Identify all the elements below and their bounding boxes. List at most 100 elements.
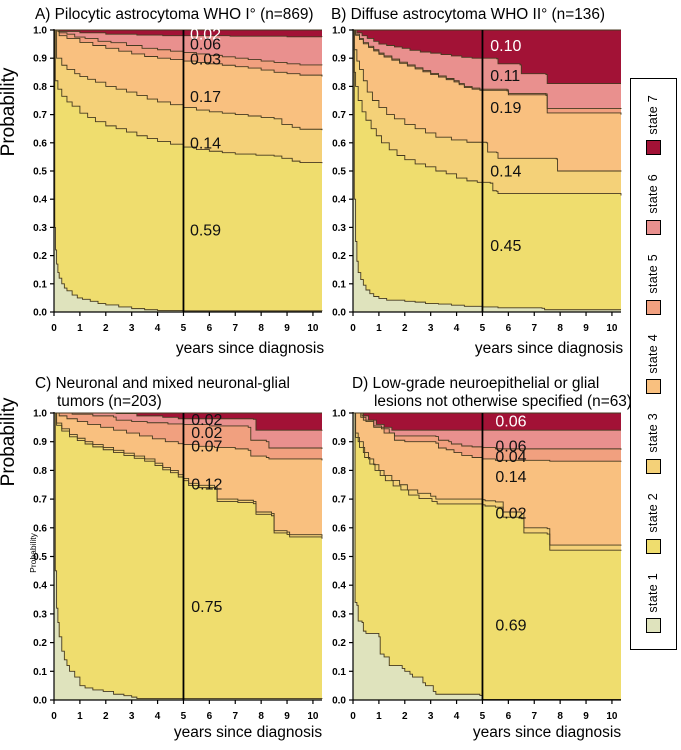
y-tick-label: 0.1 xyxy=(332,279,346,290)
legend-label: state 4 xyxy=(646,333,661,374)
bottom-of-state-5-line xyxy=(353,412,622,462)
probability-label: 0.02 xyxy=(191,412,222,429)
legend-swatch-state-7 xyxy=(646,140,661,156)
x-tick-label: 6 xyxy=(207,323,213,334)
panel-D: 0.0 0.1 0.2 0.3 0.4 0.5 0.6 0.7 0.8 0.9 1.0 0 1 2 3 4 5 6… xyxy=(332,375,632,741)
bottom-of-state-3-line xyxy=(54,412,323,539)
x-tick-label: 10 xyxy=(307,711,319,722)
probability-label: 0.06 xyxy=(190,37,221,54)
y-tick-label: 0.5 xyxy=(33,167,47,178)
y-tick-label: 0.8 xyxy=(332,82,346,93)
band-state-5 xyxy=(54,30,322,77)
x-axis-title: years since diagnosis xyxy=(174,724,322,741)
y-tick-label: 0.4 xyxy=(332,581,346,592)
legend-swatch-state-4 xyxy=(646,379,661,395)
panel-title: lesions not otherwise specified (n=63) xyxy=(374,393,632,410)
legend-label: state 7 xyxy=(646,94,661,135)
legend-item-state-6: state 6 xyxy=(646,174,661,235)
x-tick-label: 5 xyxy=(181,711,187,722)
bottom-of-state-6-line xyxy=(353,29,622,109)
band-state-2 xyxy=(353,30,621,310)
bottom-of-state-7-line xyxy=(353,412,621,431)
bottom-of-state-6-line xyxy=(54,412,323,449)
probability-label: 0.12 xyxy=(191,477,222,494)
x-tick-label: 8 xyxy=(557,323,563,334)
band-state-5 xyxy=(54,413,322,461)
x-tick-label: 6 xyxy=(506,711,512,722)
y-tick-label: 0.4 xyxy=(33,581,47,592)
bottom-of-state-4-line xyxy=(353,412,622,546)
y-tick-label: 0.6 xyxy=(33,523,47,534)
probability-label: 0.14 xyxy=(495,469,526,486)
x-tick-label: 1 xyxy=(77,711,83,722)
band-state-1 xyxy=(353,413,621,700)
band-state-2 xyxy=(54,30,322,312)
band-state-6 xyxy=(353,30,621,109)
y-tick-label: 0.2 xyxy=(33,638,47,649)
x-tick-label: 3 xyxy=(428,323,434,334)
x-tick-label: 1 xyxy=(376,323,382,334)
band-state-4 xyxy=(353,30,621,172)
legend-label: state 5 xyxy=(646,253,661,294)
legend: state 7 state 6 state 5 state 4 state 3 … xyxy=(630,78,677,650)
x-tick-label: 5 xyxy=(480,711,486,722)
bottom-of-state-4-line xyxy=(54,29,323,131)
probability-label: 0.02 xyxy=(190,27,221,44)
y-tick-label: 0.3 xyxy=(33,223,47,234)
bottom-of-state-2-line xyxy=(353,412,621,700)
x-tick-label: 10 xyxy=(307,323,319,334)
y-tick-label: 0.8 xyxy=(33,466,47,477)
panel-title: B) Diffuse astrocytoma WHO II° (n=136) xyxy=(331,6,605,23)
x-tick-label: 2 xyxy=(402,323,408,334)
x-tick-label: 2 xyxy=(103,711,109,722)
x-tick-label: 7 xyxy=(232,323,238,334)
band-state-2 xyxy=(353,413,621,700)
bottom-of-state-2-line xyxy=(54,29,323,312)
band-state-4 xyxy=(353,413,621,546)
x-tick-label: 9 xyxy=(284,711,290,722)
x-tick-label: 10 xyxy=(606,711,618,722)
y-tick-label: 0.9 xyxy=(33,437,47,448)
probability-label: 0.07 xyxy=(191,439,222,456)
bottom-of-state-7-line xyxy=(54,29,323,38)
x-tick-label: 9 xyxy=(284,323,290,334)
panel-title: A) Pilocytic astrocytoma WHO I° (n=869) xyxy=(35,6,314,23)
band-state-7 xyxy=(353,30,621,84)
legend-label: state 1 xyxy=(646,572,661,613)
band-state-6 xyxy=(353,413,621,450)
probability-label: 0.02 xyxy=(191,425,222,442)
bottom-of-state-3-line xyxy=(54,29,323,164)
band-state-3 xyxy=(353,30,621,196)
band-state-5 xyxy=(353,413,621,462)
y-tick-label: 0.2 xyxy=(332,251,346,262)
x-tick-label: 3 xyxy=(129,711,135,722)
legend-label: state 3 xyxy=(646,413,661,453)
x-tick-label: 0 xyxy=(350,323,356,334)
legend-item-state-7: state 7 xyxy=(646,95,661,156)
bottom-of-state-4-line xyxy=(353,29,622,172)
band-state-6 xyxy=(54,30,322,66)
bottom-of-state-7-line xyxy=(353,29,621,85)
y-tick-label: 0.9 xyxy=(332,437,346,448)
y-tick-label: 0.6 xyxy=(332,138,346,149)
bottom-of-state-2-line xyxy=(54,412,323,700)
y-tick-label: 0.7 xyxy=(33,110,47,121)
legend-label: state 2 xyxy=(646,493,661,533)
y-tick-label: 0.4 xyxy=(332,195,346,206)
probability-label: 0.14 xyxy=(190,135,221,152)
legend-item-state-3: state 3 xyxy=(646,413,661,474)
probability-label: 0.04 xyxy=(495,449,526,466)
x-tick-label: 8 xyxy=(557,711,563,722)
y-tick-label: 0.9 xyxy=(33,54,47,65)
x-tick-label: 0 xyxy=(51,323,57,334)
bottom-of-state-7-line xyxy=(54,412,323,431)
y-tick-label: 0.3 xyxy=(332,609,346,620)
x-tick-label: 7 xyxy=(531,711,537,722)
x-axis-title: years since diagnosis xyxy=(475,340,623,357)
y-tick-label: 0.7 xyxy=(33,495,47,506)
y-tick-label: 1.0 xyxy=(332,409,346,420)
probability-label: 0.06 xyxy=(495,439,526,456)
legend-swatch-state-1 xyxy=(646,618,661,634)
y-tick-label: 0.2 xyxy=(33,251,47,262)
